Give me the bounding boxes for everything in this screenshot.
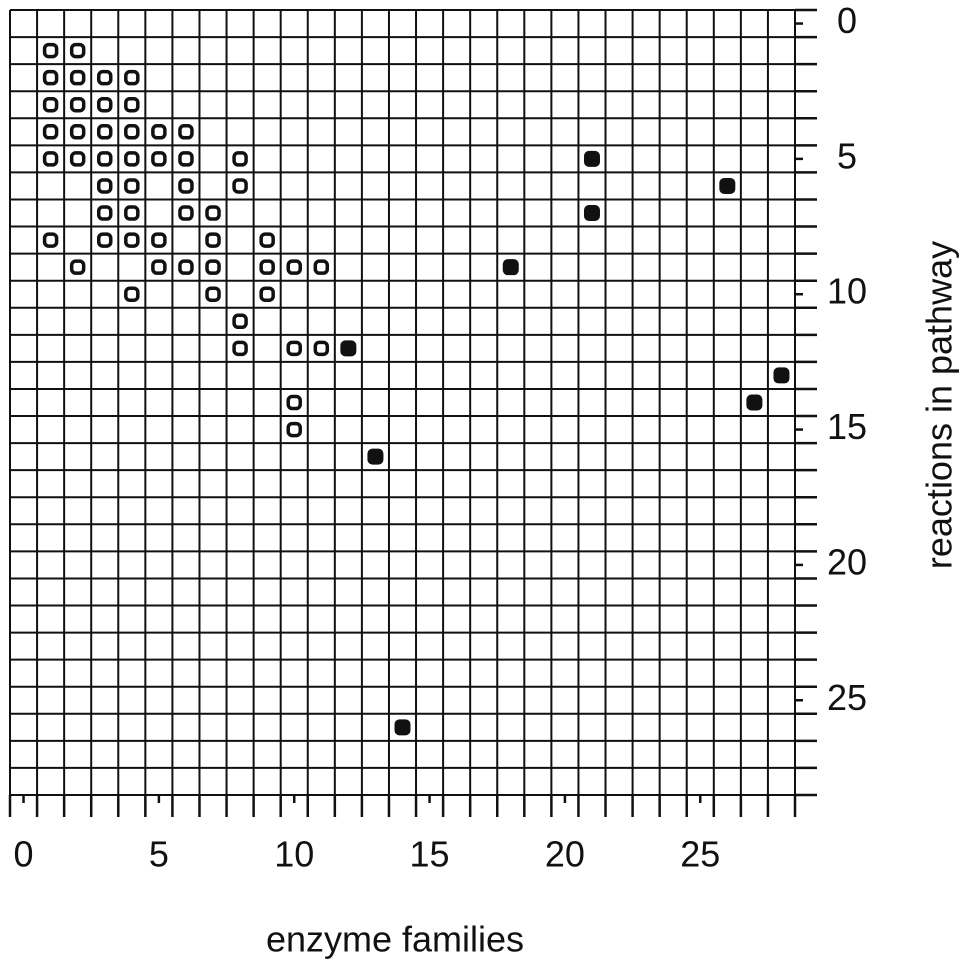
- point-filled: [340, 340, 357, 357]
- point-hollow: [124, 178, 140, 194]
- point-hollow: [124, 286, 140, 302]
- point-hollow: [42, 96, 59, 113]
- point-hollow: [178, 124, 194, 140]
- point-hollow: [69, 42, 86, 59]
- point-hollow: [69, 151, 86, 167]
- point-hollow: [313, 340, 330, 357]
- point-hollow: [69, 69, 86, 86]
- point-hollow: [151, 259, 167, 275]
- point-hollow: [42, 69, 59, 86]
- point-hollow: [69, 259, 86, 275]
- point-hollow: [259, 232, 275, 248]
- point-hollow: [96, 69, 113, 86]
- y-tick-label: 10: [827, 271, 867, 312]
- point-hollow: [151, 232, 167, 248]
- x-tick-label: 25: [680, 834, 720, 875]
- point-hollow: [178, 151, 194, 167]
- x-tick-label: 5: [149, 834, 169, 875]
- point-hollow: [124, 205, 140, 221]
- point-filled: [367, 448, 384, 465]
- x-tick-label: 20: [545, 834, 585, 875]
- point-hollow: [42, 42, 59, 59]
- point-hollow: [124, 69, 140, 86]
- point-hollow: [96, 124, 113, 140]
- point-hollow: [205, 205, 221, 221]
- point-filled: [583, 205, 600, 222]
- point-hollow: [205, 232, 221, 248]
- point-filled: [583, 150, 600, 167]
- x-axis-title: enzyme families: [266, 919, 524, 960]
- point-hollow: [124, 151, 140, 167]
- point-hollow: [96, 205, 113, 221]
- point-filled: [719, 177, 736, 194]
- point-hollow: [69, 96, 86, 113]
- point-filled: [773, 367, 790, 384]
- x-tick-label: 15: [410, 834, 450, 875]
- point-hollow: [124, 124, 140, 140]
- point-hollow: [96, 151, 113, 167]
- point-hollow: [286, 259, 302, 275]
- point-hollow: [96, 96, 113, 113]
- y-tick-label: 25: [827, 677, 867, 718]
- point-hollow: [151, 124, 167, 140]
- point-hollow: [286, 421, 302, 438]
- point-hollow: [96, 232, 113, 248]
- point-hollow: [96, 178, 113, 194]
- y-tick-label: 15: [827, 406, 867, 447]
- x-tick-label: 10: [274, 834, 314, 875]
- point-hollow: [151, 151, 167, 167]
- y-tick-label: 0: [837, 0, 857, 41]
- point-hollow: [178, 205, 194, 221]
- point-filled: [746, 394, 763, 411]
- point-filled: [394, 719, 411, 736]
- y-tick-label: 20: [827, 541, 867, 582]
- point-hollow: [286, 340, 302, 357]
- point-hollow: [286, 394, 302, 411]
- point-hollow: [42, 151, 59, 167]
- point-hollow: [124, 232, 140, 248]
- point-hollow: [313, 259, 330, 275]
- y-axis-title: reactions in pathway: [919, 241, 960, 569]
- point-hollow: [124, 96, 140, 113]
- point-hollow: [259, 286, 275, 302]
- point-hollow: [259, 259, 275, 275]
- point-hollow: [205, 259, 221, 275]
- y-tick-label: 5: [837, 135, 857, 176]
- point-hollow: [232, 340, 248, 357]
- point-hollow: [69, 124, 86, 140]
- point-hollow: [232, 313, 248, 330]
- point-hollow: [42, 124, 59, 140]
- point-hollow: [205, 286, 221, 302]
- point-hollow: [178, 178, 194, 194]
- point-filled: [502, 259, 519, 276]
- point-hollow: [232, 151, 248, 167]
- point-hollow: [42, 232, 59, 248]
- x-tick-label: 0: [14, 834, 34, 875]
- point-hollow: [232, 178, 248, 194]
- point-hollow: [178, 259, 194, 275]
